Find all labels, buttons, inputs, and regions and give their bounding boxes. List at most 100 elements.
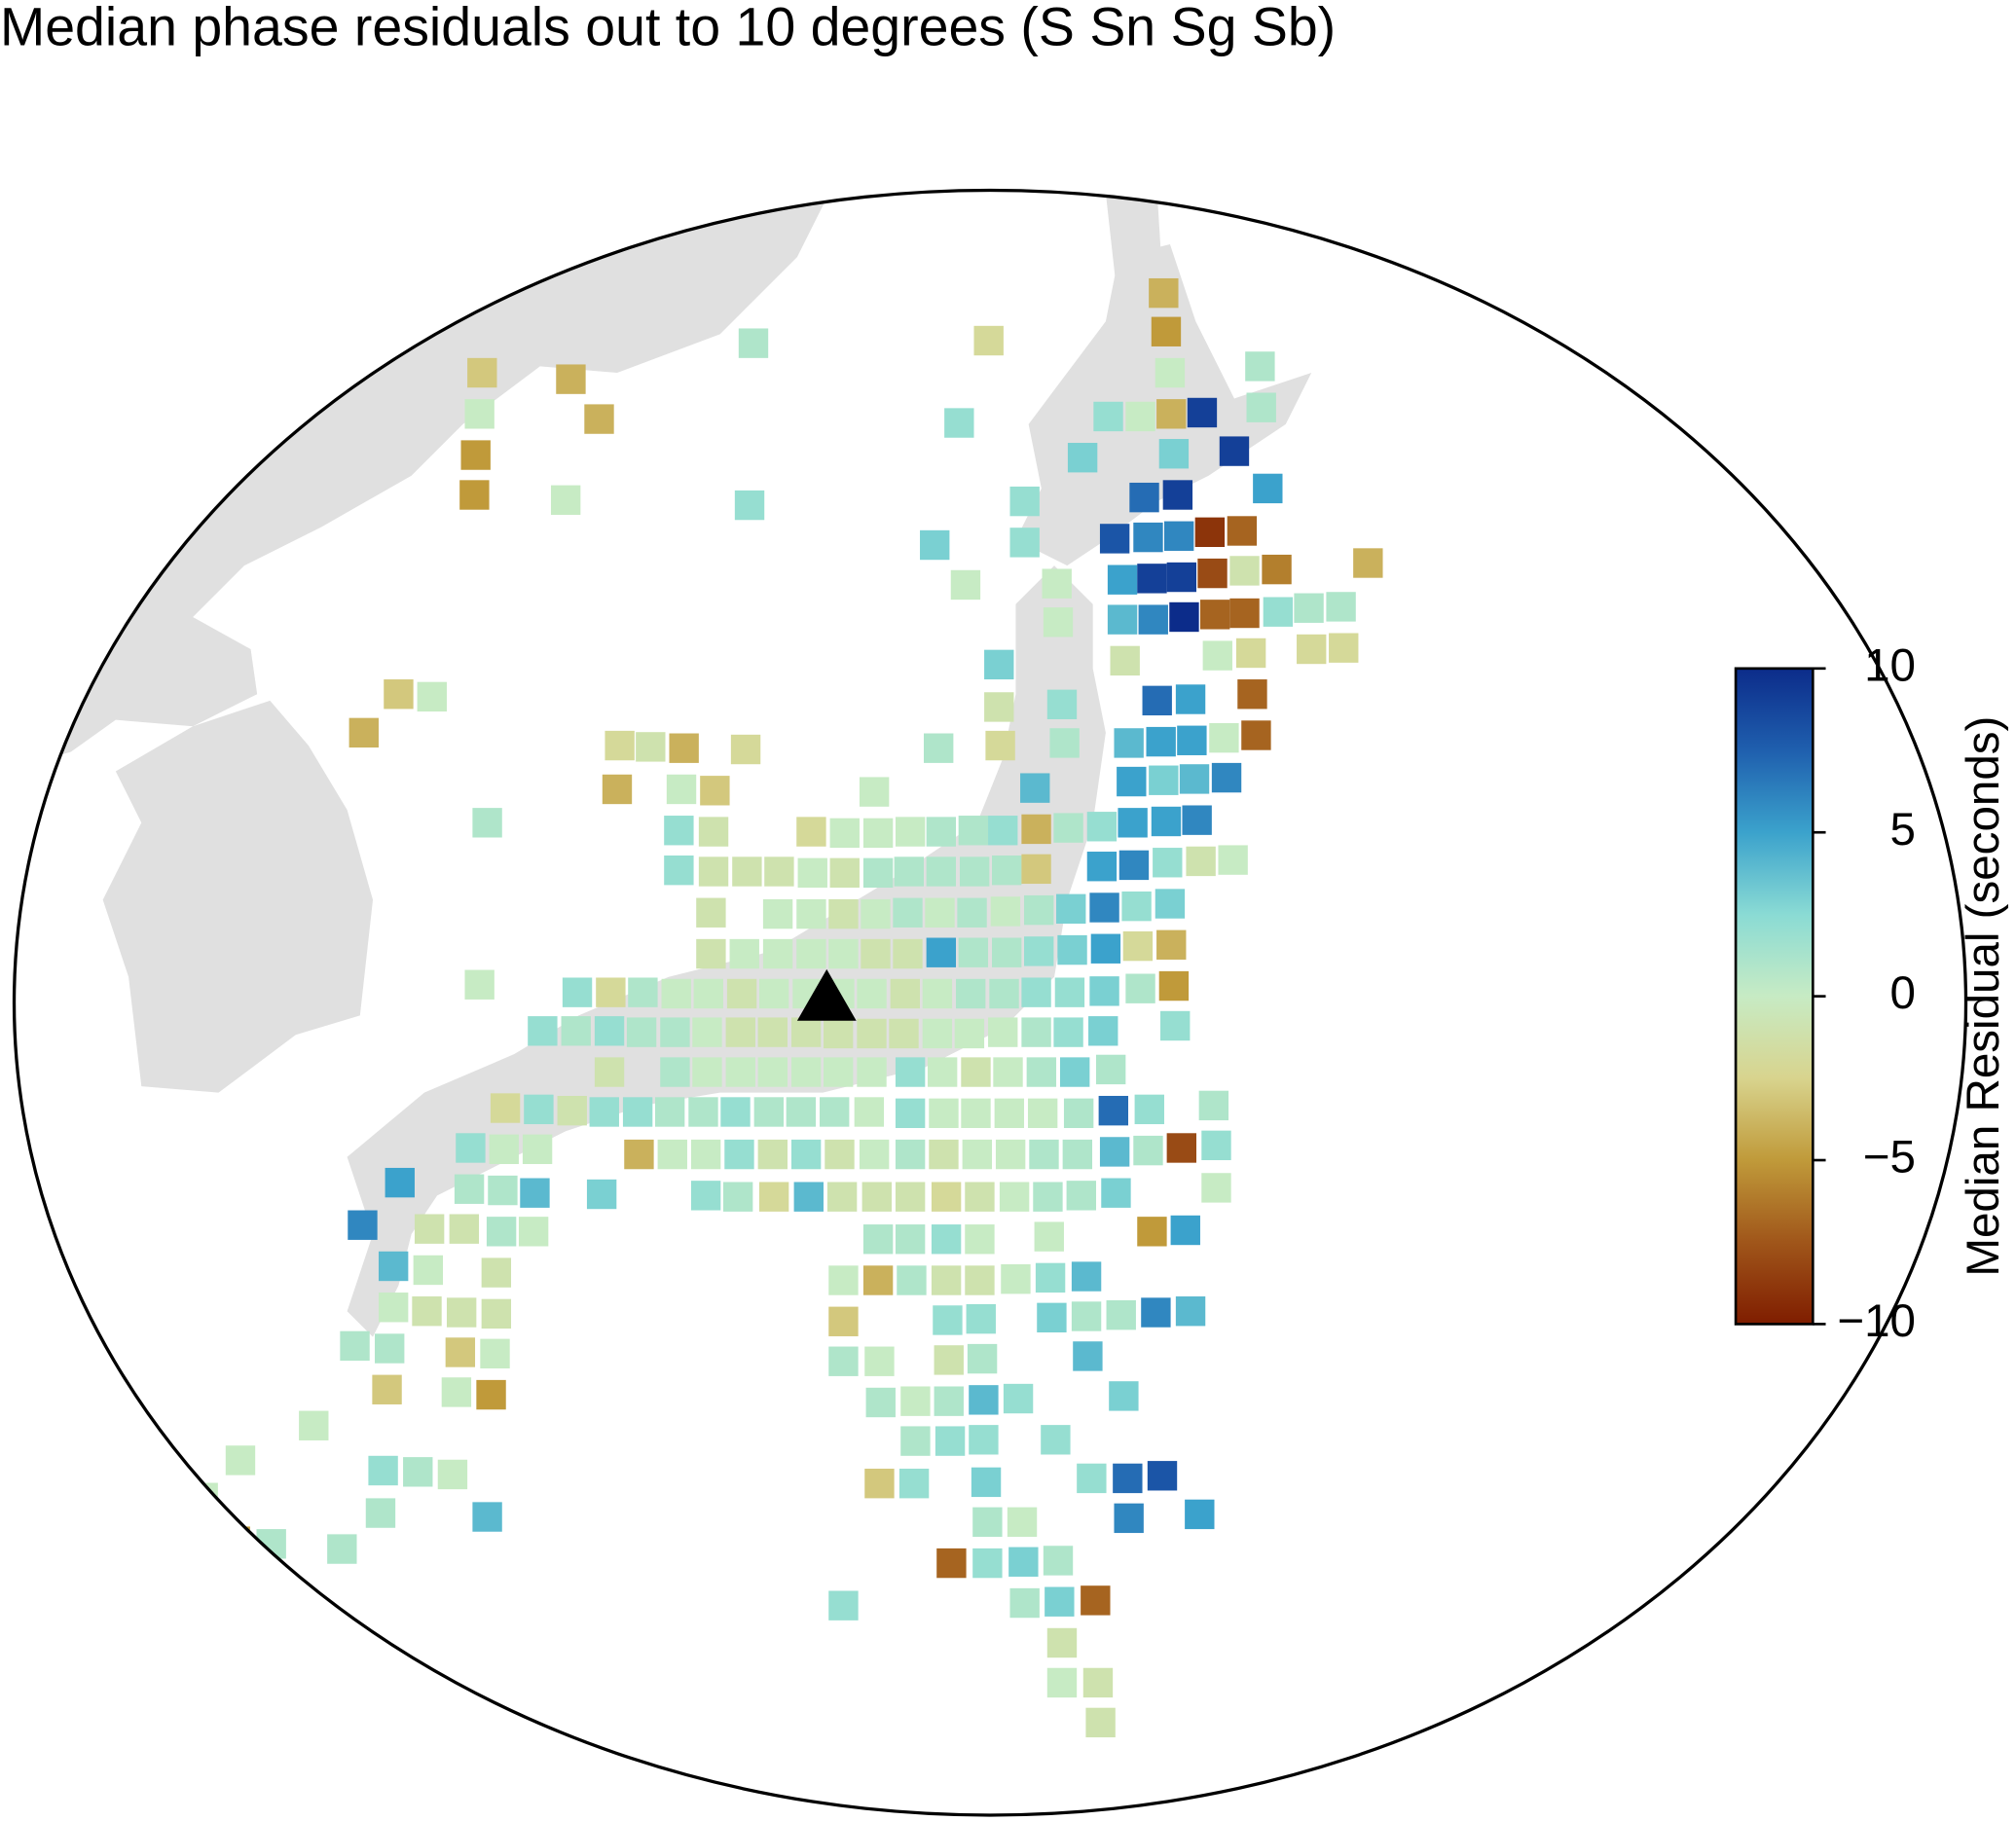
residual-cell bbox=[480, 1338, 510, 1368]
residual-cell bbox=[1197, 558, 1228, 589]
residual-cell bbox=[365, 1498, 396, 1528]
residual-cell bbox=[828, 1346, 859, 1376]
residual-cell bbox=[348, 1210, 378, 1240]
residual-cell bbox=[1169, 601, 1199, 633]
residual-cell bbox=[1024, 936, 1054, 966]
residual-cell bbox=[1218, 845, 1248, 875]
residual-cell bbox=[757, 1057, 788, 1087]
residual-cell bbox=[1153, 848, 1183, 878]
residual-cell bbox=[1201, 1173, 1231, 1203]
residual-cell bbox=[890, 978, 921, 1009]
residual-cell bbox=[562, 977, 593, 1007]
residual-cell bbox=[862, 1224, 894, 1255]
residual-cell bbox=[1137, 564, 1167, 594]
residual-cell bbox=[1262, 554, 1292, 585]
residual-cell bbox=[786, 1097, 817, 1127]
residual-cell bbox=[628, 977, 658, 1007]
residual-cell bbox=[1151, 806, 1182, 837]
residual-cell bbox=[857, 1018, 887, 1049]
residual-cell bbox=[1175, 684, 1206, 714]
residual-cell bbox=[1053, 813, 1083, 843]
residual-cell bbox=[988, 816, 1018, 846]
residual-cell bbox=[1160, 1010, 1191, 1041]
residual-cell bbox=[1021, 814, 1051, 845]
residual-cell bbox=[1071, 1261, 1102, 1292]
residual-cell bbox=[1133, 1135, 1163, 1166]
residual-cell bbox=[1056, 893, 1086, 924]
residual-cell bbox=[1187, 397, 1218, 428]
residual-cell bbox=[720, 1097, 751, 1127]
residual-cell bbox=[1186, 846, 1216, 877]
residual-cell bbox=[414, 1214, 445, 1244]
residual-cell bbox=[757, 1017, 788, 1047]
colorbar-tick-label: −10 bbox=[1837, 1295, 1916, 1347]
residual-cell bbox=[724, 1139, 754, 1170]
residual-cell bbox=[669, 733, 699, 763]
residual-cell bbox=[1035, 1262, 1066, 1293]
residual-cell bbox=[1121, 891, 1152, 922]
residual-cell bbox=[692, 1057, 722, 1087]
residual-cell bbox=[664, 855, 694, 886]
residual-cell bbox=[1034, 1221, 1064, 1252]
residual-cell bbox=[757, 1139, 788, 1170]
residual-cell bbox=[660, 1017, 690, 1047]
residual-cell bbox=[820, 1097, 850, 1127]
residual-cell bbox=[895, 1139, 926, 1170]
residual-cell bbox=[929, 1098, 959, 1129]
residual-cell bbox=[926, 937, 957, 967]
residual-cell bbox=[340, 1330, 370, 1362]
residual-cell bbox=[1110, 645, 1140, 676]
residual-cell bbox=[991, 855, 1022, 886]
residual-cell bbox=[796, 938, 826, 969]
residual-cell bbox=[1125, 401, 1155, 432]
residual-cell bbox=[1194, 517, 1226, 548]
residual-cell bbox=[594, 1016, 625, 1046]
residual-cell bbox=[861, 898, 891, 929]
residual-cell bbox=[460, 440, 491, 470]
residual-cell bbox=[1041, 1425, 1071, 1455]
residual-cell bbox=[959, 856, 990, 887]
residual-cell bbox=[481, 1298, 512, 1329]
residual-cell bbox=[1046, 689, 1078, 719]
residual-cell bbox=[1077, 1463, 1107, 1494]
residual-cell bbox=[692, 1017, 722, 1047]
residual-cell bbox=[1053, 1017, 1083, 1047]
residual-cell bbox=[375, 1333, 405, 1364]
residual-cell bbox=[957, 897, 987, 928]
residual-cell bbox=[417, 681, 447, 712]
residual-cell bbox=[893, 938, 923, 969]
residual-cell bbox=[698, 817, 729, 847]
residual-cell bbox=[1089, 892, 1119, 923]
residual-cell bbox=[1046, 1667, 1078, 1698]
residual-cell bbox=[994, 1098, 1025, 1129]
colorbar-tick-label: 5 bbox=[1890, 804, 1916, 856]
residual-cell bbox=[895, 1182, 926, 1212]
residual-cell bbox=[1114, 728, 1144, 758]
residual-cell bbox=[829, 818, 860, 849]
residual-cell bbox=[1088, 1016, 1118, 1046]
residual-cell bbox=[923, 733, 954, 763]
residual-cell bbox=[1209, 722, 1239, 753]
residual-cell bbox=[738, 328, 769, 358]
residual-cell bbox=[1163, 521, 1194, 551]
residual-cell bbox=[1122, 930, 1154, 962]
residual-cell bbox=[1117, 766, 1147, 797]
residual-cell bbox=[1107, 565, 1138, 595]
residual-cell bbox=[1241, 720, 1271, 750]
residual-cell bbox=[898, 1469, 930, 1499]
residual-cell bbox=[1201, 1130, 1231, 1161]
residual-cell bbox=[1166, 562, 1197, 593]
residual-cell bbox=[972, 1507, 1003, 1538]
residual-cell bbox=[725, 1057, 755, 1087]
residual-cell bbox=[589, 1097, 619, 1127]
residual-cell bbox=[490, 1093, 521, 1123]
residual-cell bbox=[926, 856, 957, 887]
residual-cell bbox=[922, 978, 953, 1009]
residual-cell bbox=[965, 1182, 995, 1212]
residual-cell bbox=[764, 856, 794, 887]
residual-cell bbox=[900, 1426, 931, 1456]
residual-cell bbox=[954, 1018, 985, 1049]
residual-cell bbox=[961, 1098, 991, 1129]
residual-cell bbox=[991, 937, 1022, 967]
residual-cell bbox=[859, 1139, 890, 1170]
